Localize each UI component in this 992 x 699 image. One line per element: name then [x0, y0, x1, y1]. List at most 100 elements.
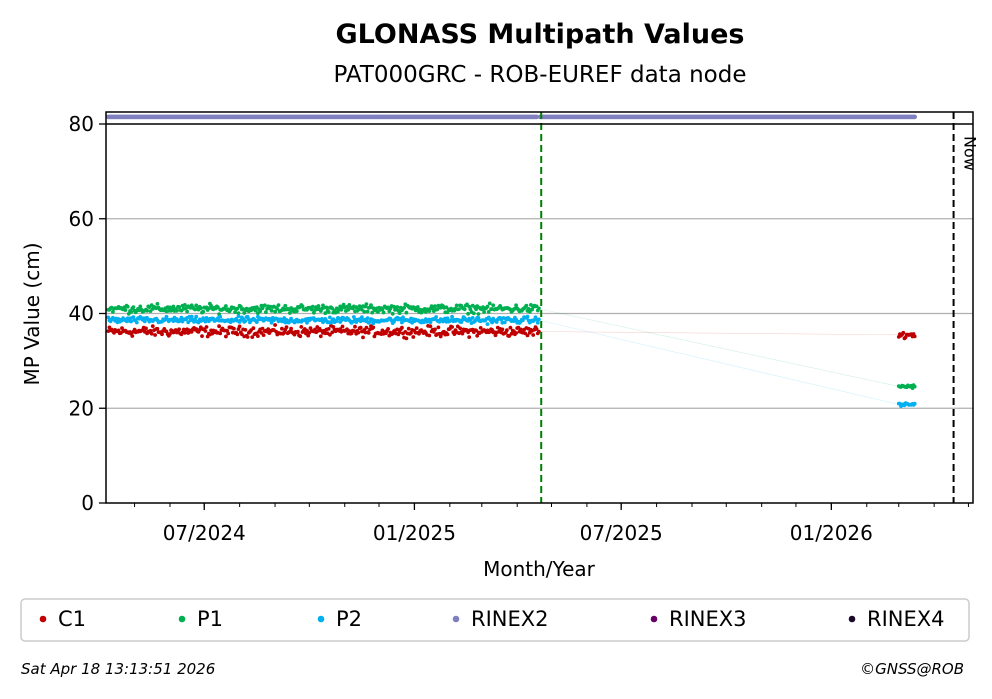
data-point-p2	[450, 314, 454, 319]
data-point-c1	[356, 330, 361, 335]
data-point-c1	[395, 327, 400, 332]
y-axis-label: MP Value (cm)	[20, 242, 44, 385]
footer-copyright: ©GNSS@ROB	[860, 660, 964, 678]
data-point-p2	[236, 314, 241, 319]
data-point-p1	[364, 302, 369, 306]
data-point-c1	[120, 326, 124, 330]
data-point-p1	[491, 303, 496, 308]
data-point-p1	[397, 311, 402, 315]
legend-label-c1: C1	[58, 607, 86, 631]
data-point-p1	[111, 310, 115, 314]
data-point-p1	[912, 384, 917, 389]
y-tick-label: 20	[69, 396, 94, 420]
data-point-p1	[474, 307, 478, 312]
data-point-p1	[276, 303, 281, 307]
data-point-c1	[232, 326, 236, 331]
data-point-p2	[401, 315, 405, 320]
legend-marker-p2	[317, 615, 325, 623]
series-connector	[538, 308, 899, 387]
y-tick-label: 80	[69, 112, 94, 136]
data-point-c1	[901, 330, 906, 335]
data-point-c1	[250, 335, 255, 339]
data-point-c1	[400, 325, 404, 330]
data-point-c1	[299, 325, 304, 329]
y-tick-label: 40	[69, 302, 94, 326]
data-point-p1	[294, 309, 299, 314]
data-point-p1	[466, 311, 470, 316]
data-point-c1	[330, 330, 335, 335]
data-point-c1	[458, 326, 462, 331]
data-point-p2	[305, 320, 309, 325]
data-point-c1	[409, 331, 413, 335]
data-point-c1	[397, 330, 402, 335]
data-point-c1	[414, 326, 419, 330]
data-point-c1	[200, 334, 204, 338]
data-point-p2	[134, 320, 139, 325]
data-point-c1	[256, 334, 260, 338]
data-point-p1	[145, 308, 150, 313]
legend-label-rinex2: RINEX2	[471, 607, 549, 631]
data-point-p1	[138, 304, 143, 309]
legend-marker-c1	[39, 615, 47, 623]
data-point-p1	[131, 305, 136, 309]
data-point-c1	[144, 326, 148, 331]
data-point-p1	[462, 307, 467, 312]
data-point-p1	[471, 311, 476, 316]
data-point-p1	[486, 310, 491, 314]
data-point-p1	[347, 303, 352, 307]
data-point-p1	[235, 306, 240, 311]
data-point-p1	[454, 303, 459, 308]
data-point-p2	[269, 320, 274, 325]
legend-label-rinex4: RINEX4	[867, 607, 945, 631]
trend-lines	[538, 308, 899, 405]
data-point-p1	[233, 310, 238, 314]
plot-frame	[105, 111, 974, 504]
series-connector	[538, 331, 899, 336]
data-point-c1	[508, 325, 513, 330]
data-point-p1	[262, 303, 267, 308]
data-point-c1	[364, 325, 369, 330]
data-point-c1	[537, 329, 541, 334]
data-point-p1	[269, 308, 274, 313]
data-point-p1	[514, 303, 518, 308]
series-connector	[538, 319, 899, 405]
data-point-p1	[390, 311, 395, 316]
data-point-c1	[404, 336, 409, 341]
data-point-c1	[433, 327, 437, 332]
data-point-p1	[201, 309, 206, 314]
data-point-c1	[261, 333, 266, 337]
data-point-p2	[537, 317, 541, 322]
data-point-c1	[150, 324, 155, 328]
data-point-c1	[467, 335, 472, 339]
data-point-p1	[324, 305, 329, 310]
data-point-p1	[326, 310, 331, 314]
data-point-c1	[226, 331, 231, 336]
data-point-c1	[284, 325, 289, 330]
data-point-p1	[309, 307, 314, 312]
data-point-c1	[525, 333, 530, 338]
data-point-p1	[275, 307, 280, 311]
data-point-p1	[433, 304, 437, 308]
data-point-p2	[106, 315, 111, 320]
data-point-c1	[428, 324, 433, 329]
data-point-p1	[365, 309, 370, 314]
data-point-c1	[436, 325, 441, 330]
data-point-c1	[445, 332, 450, 337]
data-point-c1	[411, 335, 416, 339]
data-point-p2	[525, 314, 530, 319]
data-point-p1	[524, 303, 529, 308]
data-point-p2	[328, 315, 332, 320]
x-axis-label: Month/Year	[483, 557, 596, 581]
data-point-c1	[160, 332, 164, 337]
data-point-p2	[502, 320, 507, 325]
data-point-c1	[217, 324, 222, 329]
data-point-p1	[323, 311, 328, 316]
data-point-c1	[478, 326, 483, 330]
data-point-p1	[310, 304, 315, 309]
data-point-p1	[174, 308, 179, 313]
data-point-c1	[353, 324, 357, 329]
data-point-c1	[371, 325, 376, 330]
data-point-p2	[218, 314, 223, 319]
data-point-p1	[253, 308, 258, 313]
data-point-p2	[129, 319, 134, 324]
